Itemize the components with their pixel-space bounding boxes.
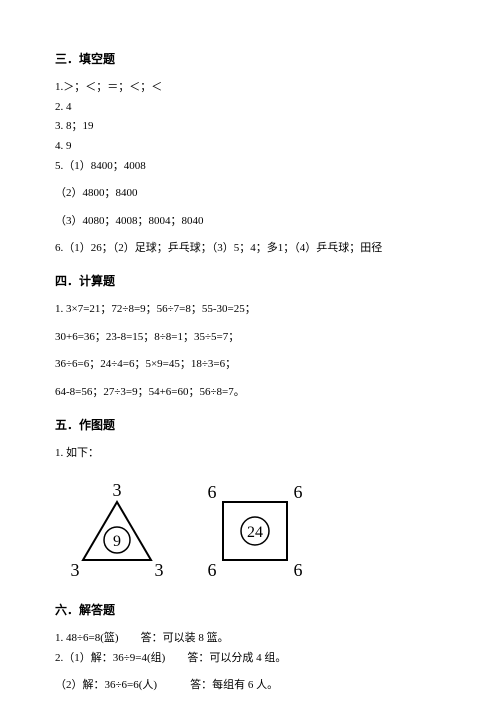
square-bl-num: 6 [208,560,217,580]
square-tr-num: 6 [294,482,303,502]
s6-a3: （2）解：36÷6=6(人) 答：每组有 6 人。 [55,677,445,695]
triangle-left-num: 3 [71,560,80,580]
s3-q5c: （3）4080；4008；8004；8040 [55,213,445,231]
s5-line1: 1. 如下： [55,445,445,463]
s4-c2: 30+6=36；23-8=15；8÷8=1；35÷5=7； [55,329,445,347]
s4-c3: 36÷6=6；24÷4=6；5×9=45；18÷3=6； [55,356,445,374]
square-center-num: 24 [247,524,263,541]
s3-q5a: 5.（1）8400；4008 [55,158,445,176]
s6-a2: 2.（1）解：36÷9=4(组) 答：可以分成 4 组。 [55,650,445,668]
diagram-container: 3 3 3 9 6 6 6 6 24 [65,480,445,587]
triangle-top-num: 3 [113,480,122,500]
triangle-shape [83,502,151,560]
s3-q6: 6.（1）26；（2）足球；乒乓球；（3）5；4；多1；（4）乒乓球；田径 [55,240,445,258]
section-4-title: 四．计算题 [55,272,445,291]
square-tl-num: 6 [208,482,217,502]
triangle-right-num: 3 [155,560,164,580]
s3-q4: 4. 9 [55,138,445,156]
s3-q3: 3. 8；19 [55,118,445,136]
s4-c4: 64-8=56；27÷3=9；54+6=60；56÷8=7。 [55,384,445,402]
square-diagram: 6 6 6 6 24 [195,480,315,587]
s3-q5b: （2）4800；8400 [55,185,445,203]
s3-q1: 1.＞；＜；＝；＜；＜ [55,79,445,97]
triangle-diagram: 3 3 3 9 [65,480,170,587]
square-br-num: 6 [294,560,303,580]
section-3-title: 三．填空题 [55,50,445,69]
s3-q2: 2. 4 [55,99,445,117]
triangle-center-num: 9 [113,533,121,550]
section-5-title: 五．作图题 [55,416,445,435]
s6-a1: 1. 48÷6=8(篮) 答：可以装 8 篮。 [55,630,445,648]
section-6-title: 六．解答题 [55,601,445,620]
s4-c1: 1. 3×7=21；72÷8=9；56÷7=8；55-30=25； [55,301,445,319]
